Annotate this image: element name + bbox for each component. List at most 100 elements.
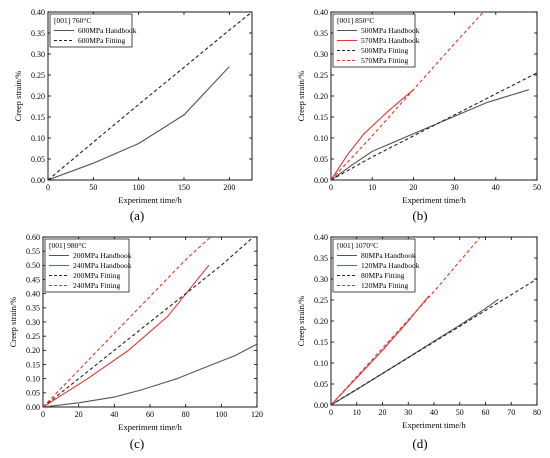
y-tick-label: 0.45 [26,275,40,284]
legend-title: [001] 760°C [54,16,91,25]
y-tick-label: 0.35 [26,304,40,313]
chart-panel-c: 0 20 40 60 80 100 120 0.00 0.05 0.10 0.15 0.20 0.25 0… [8,233,263,451]
x-tick-label: 40 [492,183,500,192]
chart-panel-b: 0 10 20 30 40 50 0.00 0.05 0.10 0.15 0.20 0.25 0.30 0… [296,8,541,223]
legend-entry: 500MPa Fitting [361,46,409,55]
legend-entry: 500MPa Handbook [361,26,420,35]
chart-panel-a: 0 50 100 150 200 0.00 0.05 0.10 0.15 0.20 0.25 0.30… [13,8,253,223]
y-tick-label: 0.40 [26,289,40,298]
x-axis-label: Experiment time/h [118,195,182,205]
panel-caption: (c) [130,436,144,451]
series-line-600mpa-handbook [48,66,230,180]
x-tick-label: 70 [507,408,515,417]
legend-entry: 120MPa Handbook [361,261,420,270]
legend-title: [001] 1070°C [337,241,378,250]
x-tick-label: 0 [41,410,45,419]
x-tick-label: 80 [182,410,190,419]
y-tick-label: 0.00 [314,176,328,185]
y-tick-label: 0.05 [314,155,328,164]
y-tick-label: 0.30 [314,275,328,284]
y-tick-label: 0.30 [31,50,45,59]
x-axis-label: Experiment time/h [118,422,182,432]
chart-panel-d: 0 10 20 30 40 50 60 70 80 0.00 0.05 0.10 0.15 0.20 0.2… [296,233,541,451]
y-tick-label: 0.00 [31,176,45,185]
x-tick-label: 60 [482,408,490,417]
y-tick-label: 0.40 [314,233,328,242]
legend-entry: 200MPa Handbook [73,251,132,260]
x-tick-label: 20 [409,183,417,192]
y-axis-label: Creep strain/% [296,296,306,347]
x-tick-label: 30 [451,183,459,192]
y-tick-label: 0.40 [31,8,45,17]
x-tick-label: 100 [215,410,227,419]
x-tick-label: 100 [133,183,145,192]
panel-caption: (d) [412,436,427,451]
legend-entry: 240MPa Fitting [73,281,121,290]
legend-title: [001] 980°C [49,241,86,250]
series-line-120mpa-fitting [331,237,481,405]
x-tick-label: 80 [533,408,541,417]
y-axis-label: Creep strain/% [296,71,306,122]
y-tick-label: 0.15 [26,360,40,369]
x-tick-label: 30 [404,408,412,417]
y-tick-label: 0.20 [26,346,40,355]
legend-entry: 80MPa Handbook [361,251,416,260]
series-line-600mpa-fitting [48,12,252,180]
y-tick-label: 0.15 [314,338,328,347]
y-axis-label: Creep strain/% [8,297,18,348]
x-tick-label: 40 [430,408,438,417]
y-tick-label: 0.50 [26,261,40,270]
y-tick-label: 0.35 [314,254,328,263]
x-tick-label: 40 [110,410,118,419]
y-tick-label: 0.40 [314,8,328,17]
legend-entry: 80MPa Fitting [361,271,405,280]
y-tick-label: 0.05 [31,155,45,164]
x-tick-label: 120 [251,410,263,419]
series-line-80mpa-handbook [331,298,499,405]
y-tick-label: 0.55 [26,247,40,256]
y-tick-label: 0.15 [31,113,45,122]
y-axis-label: Creep strain/% [13,71,23,122]
x-tick-label: 20 [379,408,387,417]
y-tick-label: 0.10 [26,374,40,383]
x-tick-label: 60 [146,410,154,419]
y-tick-label: 0.35 [314,29,328,38]
x-tick-label: 150 [178,183,190,192]
y-tick-label: 0.35 [31,29,45,38]
x-tick-label: 0 [329,183,333,192]
y-tick-label: 0.00 [314,401,328,410]
series-line-200mpa-handbook [43,343,257,407]
legend-entry: 120MPa Fitting [361,281,409,290]
legend-entry: 570MPa Handbook [361,36,420,45]
x-axis-label: Experiment time/h [402,195,466,205]
y-tick-label: 0.05 [26,389,40,398]
y-tick-label: 0.30 [26,318,40,327]
x-axis-label: Experiment time/h [402,420,466,430]
x-tick-label: 50 [456,408,464,417]
series-line-570mpa-fitting [331,12,484,180]
x-tick-label: 0 [329,408,333,417]
x-tick-label: 50 [533,183,541,192]
series-line-500mpa-handbook [331,89,529,180]
legend-entry: 200MPa Fitting [73,271,121,280]
y-tick-label: 0.15 [314,113,328,122]
y-tick-label: 0.10 [314,134,328,143]
x-tick-label: 20 [75,410,83,419]
y-tick-label: 0.30 [314,50,328,59]
series-line-570mpa-handbook [331,89,414,180]
legend-entry: 240MPa Handbook [73,261,132,270]
series-line-240mpa-fitting [43,237,211,407]
panel-caption: (a) [130,208,144,223]
panel-caption: (b) [412,208,427,223]
series-line-80mpa-fitting [331,278,537,405]
y-tick-label: 0.25 [31,71,45,80]
y-tick-label: 0.25 [314,296,328,305]
legend-entry: 570MPa Fitting [361,56,409,65]
y-tick-label: 0.05 [314,380,328,389]
legend-entry: 600MPa Fitting [78,36,126,45]
